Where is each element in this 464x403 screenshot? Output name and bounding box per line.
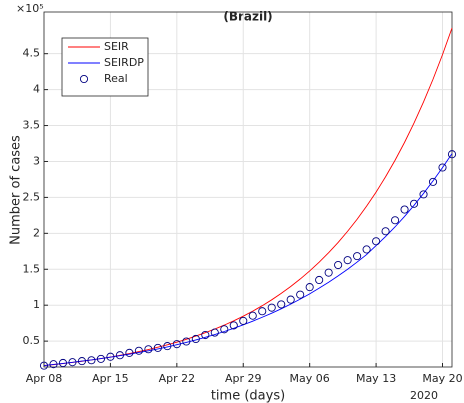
y-axis-label: Number of cases [9, 135, 24, 245]
data-point [153, 343, 162, 352]
data-point [134, 346, 143, 355]
x-tick-label: Apr 15 [92, 372, 129, 385]
data-point [305, 283, 314, 292]
y-tick-label: 2.5 [23, 190, 41, 203]
data-point [58, 358, 68, 368]
x-tick-label: Apr 08 [26, 372, 63, 385]
x-tick-label: May 06 [290, 372, 330, 385]
data-point [353, 252, 362, 261]
y-tick-label: 4 [33, 83, 40, 96]
y-tick-label: 2 [33, 226, 40, 239]
data-point [191, 334, 200, 344]
data-point [115, 351, 124, 360]
data-point [201, 330, 210, 340]
data-point [315, 275, 324, 285]
data-point [324, 268, 333, 277]
chart-title: (Brazil) [223, 10, 272, 24]
data-point [391, 216, 400, 225]
data-point [172, 340, 181, 349]
legend-box [61, 37, 149, 97]
data-point [182, 337, 191, 346]
y-tick-label: 3 [33, 154, 40, 167]
data-point [163, 342, 172, 351]
data-point [428, 177, 438, 186]
y-tick-label: 4.5 [23, 47, 41, 60]
data-point [286, 295, 295, 304]
data-point [409, 199, 419, 208]
y-tick-label: 1 [33, 298, 40, 311]
y-tick-label: 0.5 [23, 334, 41, 347]
plot-frame [43, 11, 453, 368]
legend-label: SEIR [104, 40, 129, 53]
x-tick-label: Apr 29 [225, 372, 262, 385]
x-axis-label: time (days) [211, 389, 285, 403]
data-point [68, 358, 77, 367]
legend-label: Real [104, 72, 128, 85]
legend-label: SEIRDP [104, 56, 144, 69]
data-point [39, 361, 49, 370]
y-tick-label: 3.5 [23, 119, 41, 132]
data-point [220, 325, 229, 334]
data-point [447, 150, 457, 159]
data-point [372, 237, 381, 246]
x-tick-label: May 20 [422, 372, 462, 385]
x-year-label: 2020 [410, 389, 438, 402]
data-point [267, 303, 276, 312]
x-tick-label: Apr 22 [159, 372, 196, 385]
data-point [296, 290, 305, 299]
data-point [334, 260, 343, 270]
data-point [49, 360, 58, 369]
data-point [258, 307, 267, 316]
y-exponent: ×10⁵ [16, 2, 44, 15]
data-point [96, 354, 105, 363]
series-line [43, 153, 453, 367]
data-point [144, 345, 153, 354]
data-point [381, 227, 390, 236]
data-point [106, 352, 115, 361]
legend-marker [79, 74, 89, 84]
data-point [362, 245, 371, 254]
data-point [87, 356, 96, 365]
data-point [419, 190, 428, 199]
data-point [400, 205, 409, 214]
data-point [229, 321, 238, 330]
x-tick-label: May 13 [356, 372, 396, 385]
y-tick-label: 1.5 [23, 262, 41, 275]
data-point [239, 316, 248, 325]
data-point [438, 163, 447, 172]
data-point [248, 311, 257, 320]
data-point [277, 300, 286, 309]
data-point [210, 328, 219, 337]
data-point [77, 357, 87, 366]
data-point [343, 256, 352, 265]
data-point [125, 348, 134, 357]
